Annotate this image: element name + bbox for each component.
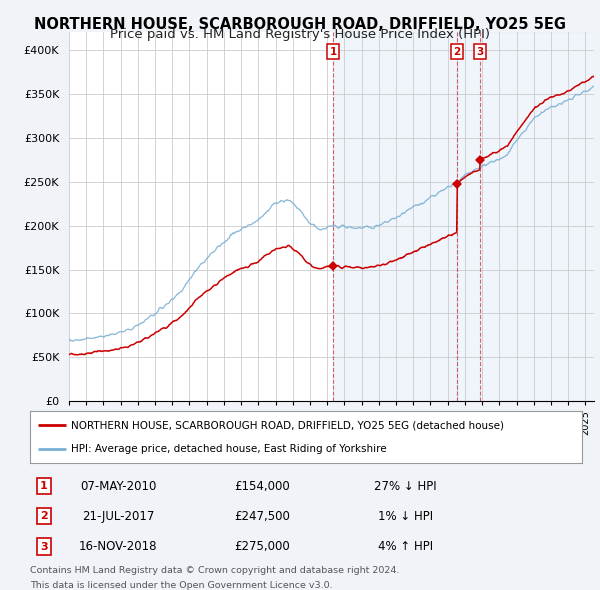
Text: 1% ↓ HPI: 1% ↓ HPI bbox=[378, 510, 433, 523]
Bar bbox=[457, 32, 594, 401]
Text: 21-JUL-2017: 21-JUL-2017 bbox=[82, 510, 155, 523]
Text: £154,000: £154,000 bbox=[234, 480, 290, 493]
Text: 3: 3 bbox=[476, 47, 484, 57]
Text: NORTHERN HOUSE, SCARBOROUGH ROAD, DRIFFIELD, YO25 5EG: NORTHERN HOUSE, SCARBOROUGH ROAD, DRIFFI… bbox=[34, 17, 566, 31]
Text: 4% ↑ HPI: 4% ↑ HPI bbox=[378, 540, 433, 553]
Text: £247,500: £247,500 bbox=[234, 510, 290, 523]
Bar bbox=[333, 32, 457, 401]
Text: 27% ↓ HPI: 27% ↓ HPI bbox=[374, 480, 437, 493]
Text: NORTHERN HOUSE, SCARBOROUGH ROAD, DRIFFIELD, YO25 5EG (detached house): NORTHERN HOUSE, SCARBOROUGH ROAD, DRIFFI… bbox=[71, 420, 505, 430]
Text: 1: 1 bbox=[329, 47, 337, 57]
Text: 3: 3 bbox=[40, 542, 47, 552]
Text: Price paid vs. HM Land Registry's House Price Index (HPI): Price paid vs. HM Land Registry's House … bbox=[110, 28, 490, 41]
Text: Contains HM Land Registry data © Crown copyright and database right 2024.: Contains HM Land Registry data © Crown c… bbox=[30, 566, 400, 575]
Text: 07-MAY-2010: 07-MAY-2010 bbox=[80, 480, 157, 493]
Text: This data is licensed under the Open Government Licence v3.0.: This data is licensed under the Open Gov… bbox=[30, 581, 332, 590]
Text: 2: 2 bbox=[454, 47, 461, 57]
Text: £275,000: £275,000 bbox=[234, 540, 290, 553]
Text: 1: 1 bbox=[40, 481, 47, 491]
Text: HPI: Average price, detached house, East Riding of Yorkshire: HPI: Average price, detached house, East… bbox=[71, 444, 387, 454]
Text: 16-NOV-2018: 16-NOV-2018 bbox=[79, 540, 158, 553]
Text: 2: 2 bbox=[40, 512, 47, 522]
